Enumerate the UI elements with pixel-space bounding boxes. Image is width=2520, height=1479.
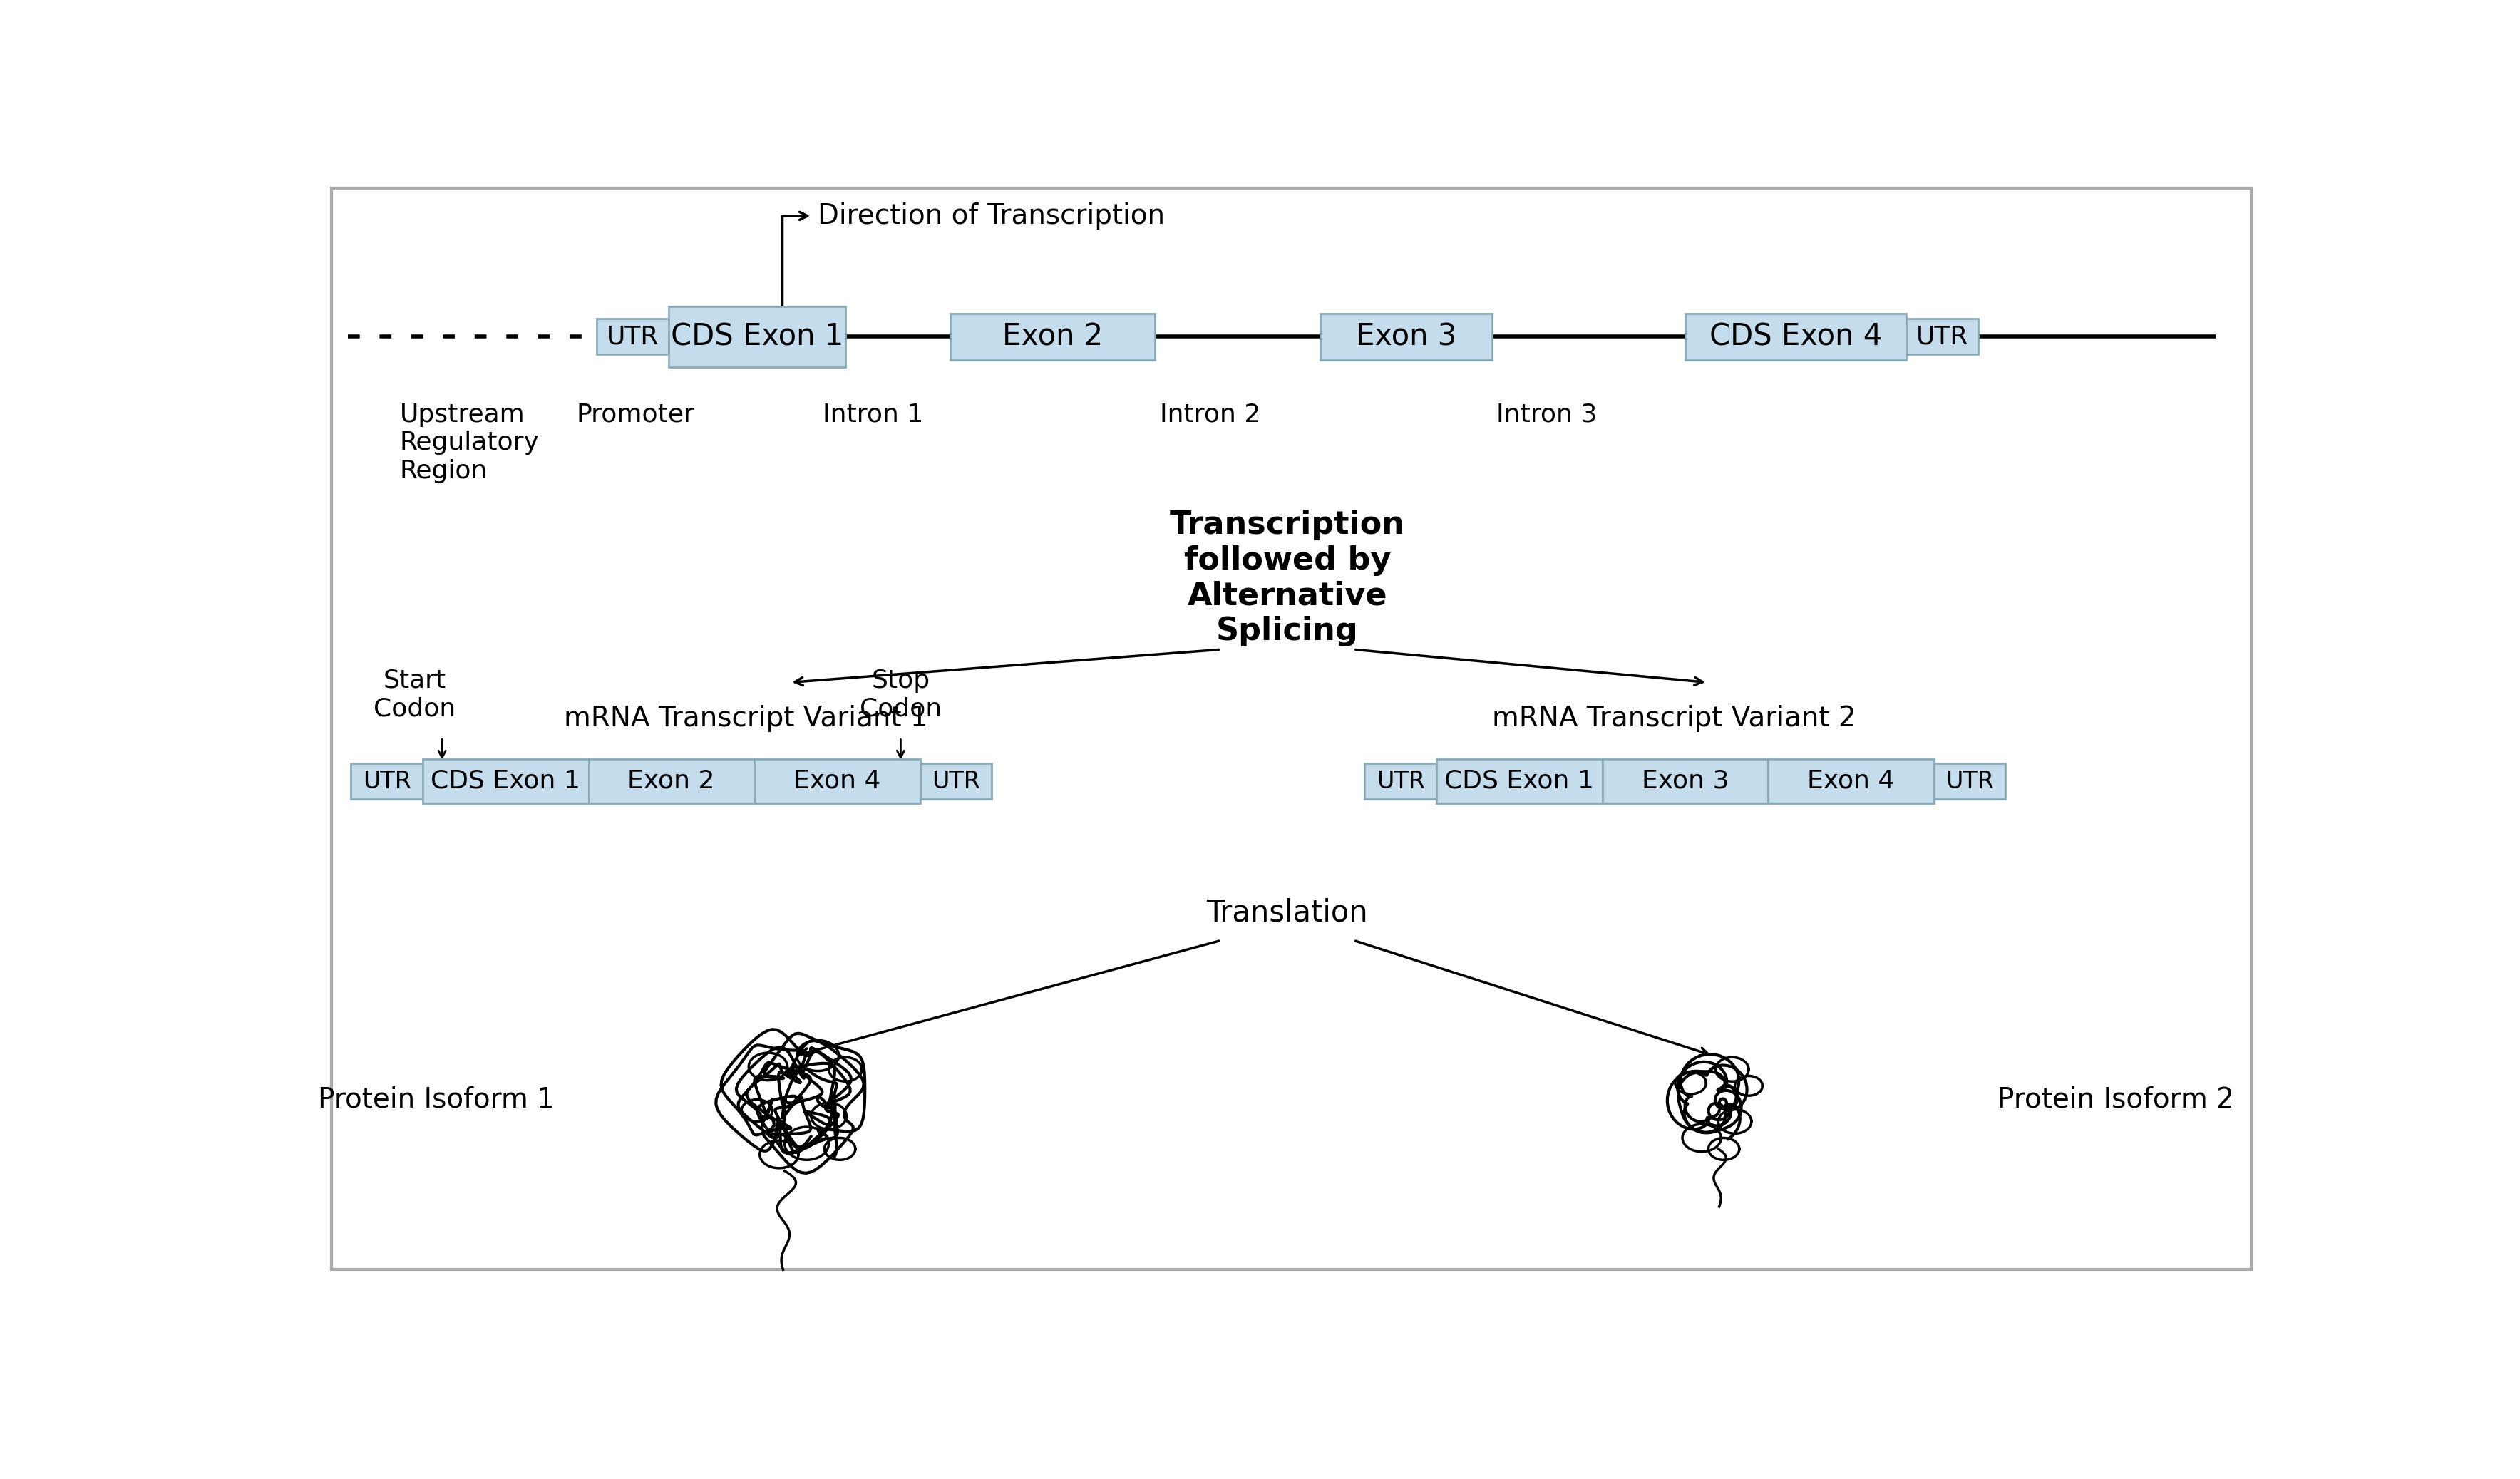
Text: Intron 2: Intron 2: [1159, 402, 1260, 427]
Text: Intron 3: Intron 3: [1497, 402, 1598, 427]
Text: CDS Exon 4: CDS Exon 4: [1709, 321, 1882, 352]
Bar: [597, 319, 668, 355]
Text: UTR: UTR: [932, 769, 980, 793]
Text: Transcription
followed by
Alternative
Splicing: Transcription followed by Alternative Sp…: [1169, 510, 1406, 646]
Text: Translation: Translation: [1207, 898, 1368, 927]
Bar: [668, 306, 844, 367]
Bar: [1436, 759, 1603, 803]
Text: Intron 1: Intron 1: [822, 402, 922, 427]
Bar: [1366, 763, 1436, 799]
Text: CDS Exon 1: CDS Exon 1: [670, 321, 844, 352]
Text: Stop
Codon: Stop Codon: [859, 669, 942, 720]
Text: Exon 4: Exon 4: [1807, 769, 1895, 793]
Text: UTR: UTR: [1376, 769, 1424, 793]
Text: CDS Exon 1: CDS Exon 1: [1444, 769, 1595, 793]
Bar: [1603, 759, 1769, 803]
Bar: [950, 314, 1154, 359]
Text: Start
Codon: Start Codon: [373, 669, 456, 720]
Bar: [753, 759, 920, 803]
Bar: [1769, 759, 1933, 803]
Text: Protein Isoform 1: Protein Isoform 1: [318, 1086, 554, 1114]
Text: Exon 4: Exon 4: [794, 769, 882, 793]
Bar: [350, 763, 423, 799]
Text: Upstream
Regulatory
Region: Upstream Regulatory Region: [401, 402, 539, 484]
Text: Promoter: Promoter: [577, 402, 696, 427]
Text: mRNA Transcript Variant 2: mRNA Transcript Variant 2: [1492, 704, 1857, 732]
Text: UTR: UTR: [1915, 324, 1968, 349]
Text: Exon 2: Exon 2: [1003, 321, 1104, 352]
Text: UTR: UTR: [363, 769, 411, 793]
Text: UTR: UTR: [607, 324, 658, 349]
Bar: [920, 763, 993, 799]
Bar: [590, 759, 753, 803]
Bar: [1905, 319, 1978, 355]
Text: Exon 3: Exon 3: [1356, 321, 1457, 352]
Bar: [1933, 763, 2006, 799]
Text: Direction of Transcription: Direction of Transcription: [819, 203, 1164, 229]
Text: Exon 3: Exon 3: [1641, 769, 1729, 793]
Bar: [423, 759, 590, 803]
Bar: [1686, 314, 1905, 359]
Text: Exon 2: Exon 2: [627, 769, 716, 793]
Bar: [1320, 314, 1492, 359]
Text: UTR: UTR: [1945, 769, 1993, 793]
Text: Protein Isoform 2: Protein Isoform 2: [1998, 1086, 2235, 1114]
Text: CDS Exon 1: CDS Exon 1: [431, 769, 580, 793]
Text: mRNA Transcript Variant 1: mRNA Transcript Variant 1: [564, 704, 927, 732]
